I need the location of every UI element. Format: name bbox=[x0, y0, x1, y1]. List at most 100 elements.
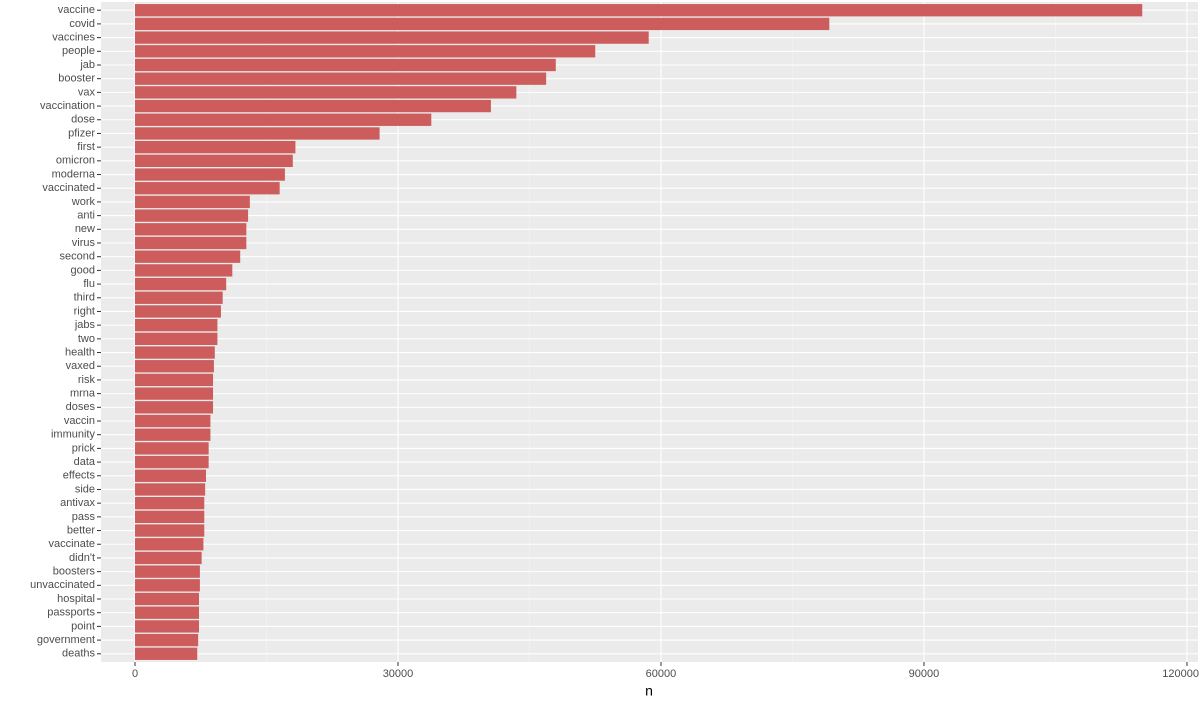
bar bbox=[135, 455, 209, 469]
y-tick-label: immunity bbox=[51, 429, 96, 441]
y-tick-label: vaccines bbox=[52, 32, 95, 44]
bar bbox=[135, 236, 247, 250]
bar bbox=[135, 483, 206, 496]
y-tick-label: effects bbox=[63, 470, 96, 482]
y-tick-label: better bbox=[67, 524, 95, 536]
bar bbox=[135, 17, 830, 31]
bar bbox=[135, 428, 211, 441]
y-tick-label: two bbox=[78, 333, 95, 345]
bar bbox=[135, 127, 380, 140]
bar bbox=[135, 99, 491, 113]
bar bbox=[135, 592, 200, 606]
y-tick-label: unvaccinated bbox=[30, 579, 95, 591]
y-tick-label: moderna bbox=[52, 168, 96, 180]
y-tick-label: antivax bbox=[60, 497, 95, 509]
bar bbox=[135, 264, 233, 277]
y-tick-label: right bbox=[74, 305, 95, 317]
y-tick-label: vaccin bbox=[64, 415, 95, 427]
y-tick-label: vaccinate bbox=[49, 538, 95, 550]
y-tick-label: booster bbox=[58, 73, 95, 85]
y-tick-label: jabs bbox=[74, 319, 96, 331]
bar bbox=[135, 182, 280, 195]
y-tick-label: didn't bbox=[69, 552, 95, 564]
y-tick-label: mrna bbox=[70, 388, 96, 400]
y-tick-label: covid bbox=[69, 18, 95, 30]
bar bbox=[135, 291, 223, 304]
bar bbox=[135, 579, 200, 592]
bar bbox=[135, 318, 218, 332]
bar bbox=[135, 401, 214, 414]
bar bbox=[135, 154, 293, 167]
x-tick-label: 0 bbox=[132, 668, 138, 680]
y-tick-label: vaxed bbox=[66, 360, 95, 372]
y-tick-label: flu bbox=[83, 278, 95, 290]
y-tick-label: jab bbox=[79, 59, 95, 71]
bar bbox=[135, 442, 209, 455]
bar bbox=[135, 524, 205, 537]
bar bbox=[135, 277, 227, 291]
bar bbox=[135, 373, 214, 387]
y-tick-label: first bbox=[77, 141, 95, 153]
y-tick-label: deaths bbox=[62, 648, 96, 660]
x-tick-label: 60000 bbox=[646, 668, 677, 680]
x-axis-title: n bbox=[645, 683, 653, 699]
bar bbox=[135, 86, 517, 99]
y-tick-label: hospital bbox=[57, 593, 95, 605]
y-tick-label: work bbox=[71, 196, 96, 208]
bar bbox=[135, 510, 205, 524]
y-tick-label: vaccinated bbox=[42, 182, 95, 194]
y-tick-label: good bbox=[71, 264, 95, 276]
y-tick-label: risk bbox=[78, 374, 96, 386]
bar bbox=[135, 647, 198, 660]
bar bbox=[135, 551, 202, 565]
bar bbox=[135, 387, 214, 400]
x-tick-label: 30000 bbox=[383, 668, 414, 680]
y-tick-label: second bbox=[60, 251, 95, 263]
y-tick-label: side bbox=[75, 483, 95, 495]
bar bbox=[135, 168, 285, 181]
y-tick-label: boosters bbox=[53, 566, 96, 578]
y-tick-label: vaccination bbox=[40, 100, 95, 112]
bar bbox=[135, 346, 215, 359]
bar bbox=[135, 45, 596, 58]
y-tick-label: vax bbox=[78, 86, 96, 98]
bar bbox=[135, 606, 200, 619]
bar bbox=[135, 332, 218, 346]
bar bbox=[135, 31, 649, 44]
y-tick-label: prick bbox=[72, 442, 96, 454]
bar bbox=[135, 633, 199, 647]
y-tick-label: pfizer bbox=[68, 127, 95, 139]
bar bbox=[135, 4, 1143, 17]
y-tick-label: dose bbox=[71, 114, 95, 126]
bar bbox=[135, 209, 249, 222]
y-tick-label: government bbox=[37, 634, 95, 646]
bar bbox=[135, 113, 432, 126]
bar bbox=[135, 223, 247, 236]
bar bbox=[135, 195, 250, 209]
y-tick-label: vaccine bbox=[58, 4, 95, 16]
y-tick-label: passports bbox=[47, 607, 95, 619]
bar bbox=[135, 250, 241, 263]
bar bbox=[135, 360, 214, 373]
bar bbox=[135, 305, 221, 318]
y-tick-label: virus bbox=[72, 237, 96, 249]
bar bbox=[135, 58, 556, 72]
y-tick-label: data bbox=[74, 456, 96, 468]
y-tick-label: doses bbox=[66, 401, 96, 413]
bar bbox=[135, 469, 207, 482]
x-tick-label: 90000 bbox=[909, 668, 940, 680]
bar bbox=[135, 620, 200, 633]
y-tick-label: third bbox=[74, 292, 95, 304]
bar bbox=[135, 72, 547, 85]
bar bbox=[135, 140, 296, 154]
y-tick-label: people bbox=[62, 45, 95, 57]
y-tick-label: point bbox=[71, 620, 95, 632]
bar bbox=[135, 497, 205, 510]
y-tick-label: pass bbox=[72, 511, 96, 523]
y-tick-label: new bbox=[75, 223, 95, 235]
bar bbox=[135, 538, 204, 551]
y-tick-label: omicron bbox=[56, 155, 95, 167]
x-tick-label: 120000 bbox=[1162, 668, 1199, 680]
bar bbox=[135, 414, 211, 428]
